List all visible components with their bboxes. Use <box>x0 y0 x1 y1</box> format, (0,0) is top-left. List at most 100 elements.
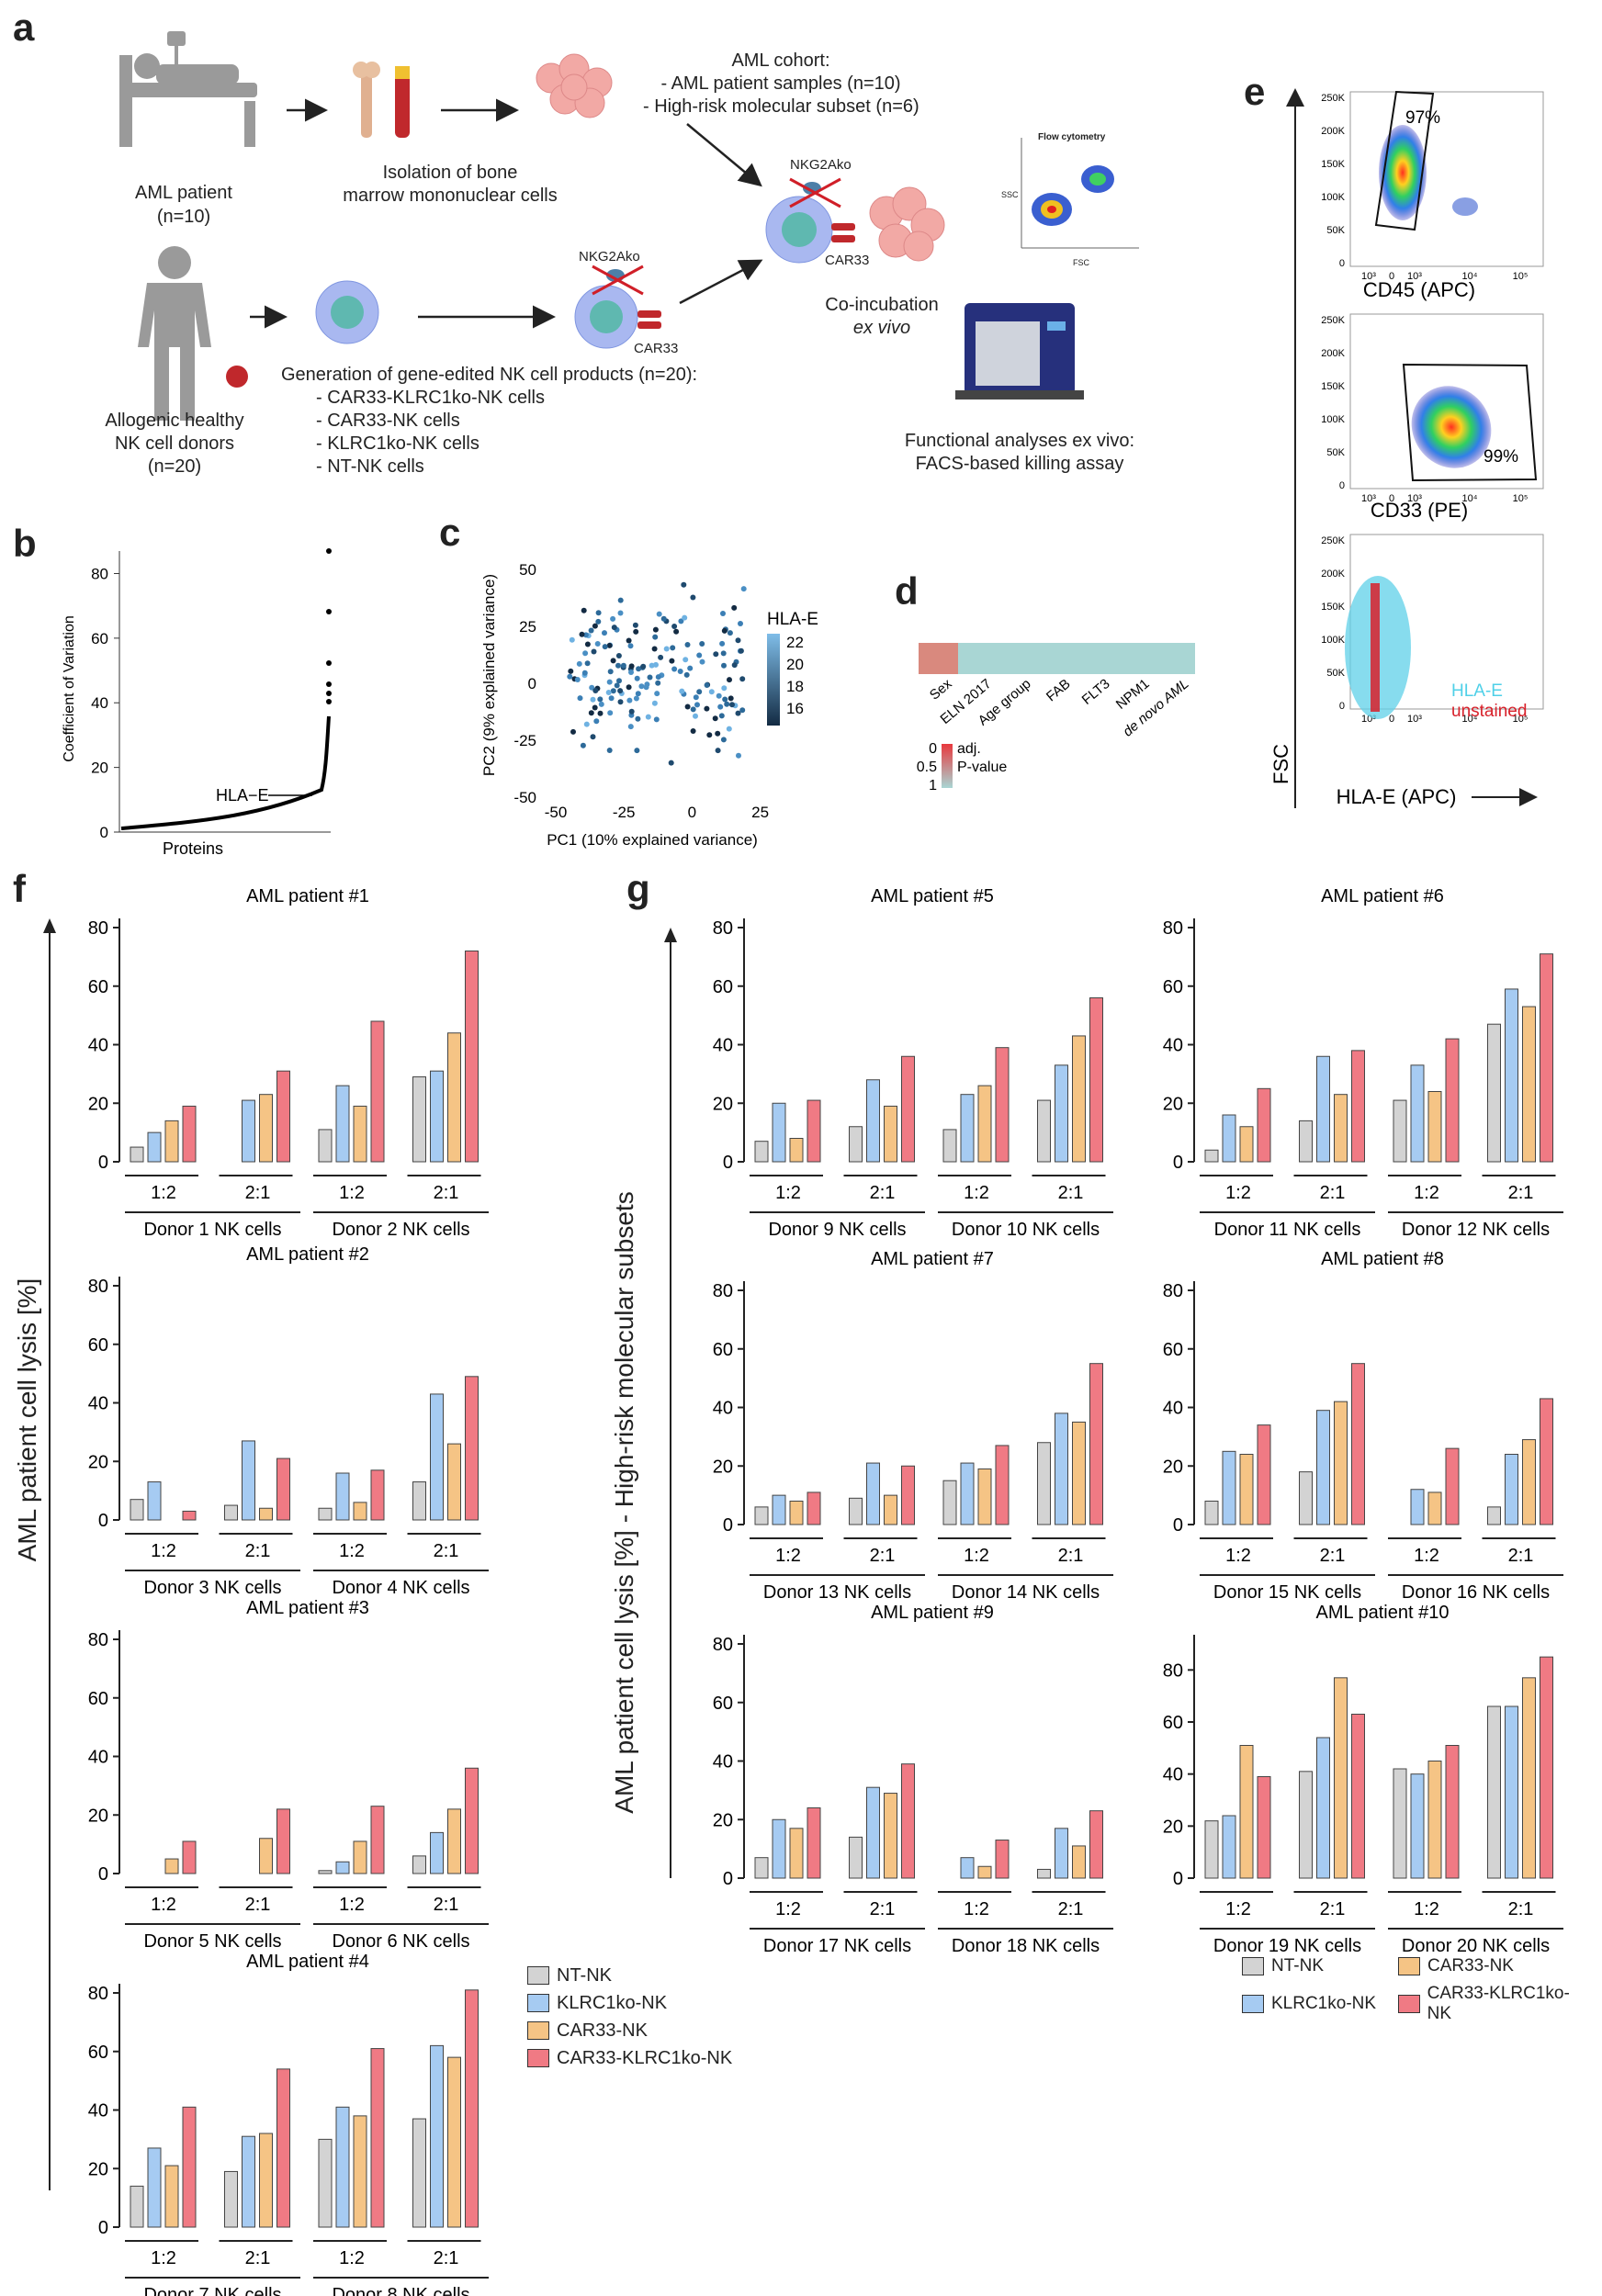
pca-point <box>577 695 583 702</box>
chart-ratio-label: 2:1 <box>434 1895 459 1915</box>
chart-ratio-label: 1:2 <box>1225 1546 1251 1566</box>
chart-bar <box>224 1504 238 1521</box>
pca-point <box>640 663 647 670</box>
chart-bar <box>849 1497 863 1525</box>
chart-bar <box>1239 1454 1254 1525</box>
chart-ratio-label: 2:1 <box>1508 1183 1534 1203</box>
chart-bar <box>772 1818 786 1879</box>
chart-ytick: 20 <box>1163 1094 1183 1114</box>
chart-bar <box>995 1840 1010 1879</box>
pca-point <box>671 666 678 672</box>
hla-e-xlabel: HLA-E (APC) <box>1337 785 1457 808</box>
heatmap-cell <box>1156 643 1195 674</box>
chart-bar <box>242 2135 255 2228</box>
lysis-bar-chart: AML patient #10 0 20 40 60 80 1:2 2:1 1:2 2:1 Dono… <box>1163 1603 1563 1956</box>
pca-point <box>617 688 624 694</box>
pvalue-tick-1: 0.5 <box>917 760 937 775</box>
pca-point <box>576 660 582 667</box>
chart-ytick: 80 <box>88 1630 108 1650</box>
chart-ratio-label: 1:2 <box>339 1541 365 1561</box>
pca-point <box>588 710 594 716</box>
pca-point <box>626 697 633 703</box>
legend-g-item-car33-klrc1: CAR33-KLRC1ko-NK <box>1398 1984 1591 2024</box>
pca-point <box>684 642 691 647</box>
chart-bar <box>1072 1845 1086 1879</box>
chart-bar <box>1393 1768 1407 1879</box>
flow-ytick: 200K <box>1321 568 1345 580</box>
pca-legend-tick: 16 <box>786 700 804 717</box>
unstained-legend: unstained <box>1451 702 1527 721</box>
cd33-xlabel: CD33 (PE) <box>1371 499 1468 522</box>
pca-point <box>708 689 715 695</box>
pca-point <box>594 641 601 647</box>
chart-ytick: 40 <box>88 2101 108 2122</box>
chart-bar <box>412 1076 426 1163</box>
pca-xtick: -50 <box>545 804 568 821</box>
pca-point <box>696 689 703 695</box>
pca-point <box>715 748 721 754</box>
pca-point <box>735 710 741 716</box>
e-ylabel: FSC <box>1269 744 1292 784</box>
flow-ytick: 150K <box>1321 159 1345 170</box>
pca-point <box>611 625 617 631</box>
pca-point <box>607 669 614 675</box>
pca-point <box>588 627 594 634</box>
legend-swatch <box>527 2049 549 2067</box>
pca-ytick: -50 <box>513 789 536 806</box>
flow-xtick: 10⁴ <box>1462 714 1478 725</box>
chart-bar <box>335 2106 350 2228</box>
functional-line1: Functional analyses ex vivo: <box>904 431 1135 451</box>
chart-title: AML patient #10 <box>1316 1603 1450 1623</box>
lysis-bar-chart: AML patient #3 0 20 40 60 80 1:2 2:1 1:2 2:1 Donor… <box>88 1598 489 1952</box>
chart-bar <box>1445 1745 1460 1879</box>
pca-point <box>605 690 612 695</box>
pca-point <box>620 662 626 669</box>
chart-ratio-label: 2:1 <box>434 2248 459 2268</box>
chart-bar <box>259 2133 273 2228</box>
panel-c-pca: -50 -25 0 25 50 25 0 -25 -50 PC1 (10% explained … <box>480 551 818 849</box>
pca-point <box>655 680 661 686</box>
pca-point <box>722 696 728 703</box>
chart-ytick: 60 <box>88 2043 108 2063</box>
flow-title: Flow cytometry <box>1038 132 1106 142</box>
flow-xtick: 10³ <box>1407 493 1422 504</box>
chart-bar <box>1505 988 1518 1163</box>
flow-xtick: 0 <box>1389 271 1394 282</box>
chart-bar <box>276 1070 290 1163</box>
chart-ratio-label: 1:2 <box>775 1183 801 1203</box>
pca-point <box>720 611 726 616</box>
chart-title: AML patient #1 <box>246 886 369 906</box>
chart-donor-label: Donor 4 NK cells <box>332 1578 469 1598</box>
pca-point <box>715 730 721 737</box>
chart-bar <box>1055 1828 1068 1879</box>
chart-bar <box>1072 1035 1086 1163</box>
chart-bar <box>335 1472 350 1521</box>
chart-ytick: 80 <box>713 1635 733 1655</box>
chart-ratio-label: 1:2 <box>1414 1183 1439 1203</box>
pca-point <box>738 621 743 626</box>
chart-bar <box>1055 1064 1068 1163</box>
pvalue-tick-0: 0 <box>929 741 937 757</box>
chart-ratio-label: 2:1 <box>1320 1899 1346 1919</box>
pca-point <box>704 705 710 712</box>
pca-xtick: -25 <box>613 804 636 821</box>
chart-bar <box>1257 1776 1271 1879</box>
pca-ytick: 25 <box>519 618 536 636</box>
pca-point <box>668 760 674 766</box>
chart-ytick: 80 <box>88 1277 108 1297</box>
flow-xtick: 10³ <box>1361 271 1376 282</box>
chart-bar <box>1487 1023 1501 1163</box>
pca-points <box>567 581 747 766</box>
pca-point <box>683 671 690 678</box>
flow-xtick: 10³ <box>1407 271 1422 282</box>
legend-label: NT-NK <box>1271 1956 1324 1975</box>
pca-ylabel: PC2 (9% explained variance) <box>480 574 498 776</box>
chart-title: AML patient #2 <box>246 1244 369 1265</box>
chart-ratio-label: 1:2 <box>964 1546 989 1566</box>
coincubation-label-2: ex vivo <box>852 318 911 338</box>
chart-ratio-label: 2:1 <box>870 1899 896 1919</box>
chart-bar <box>447 2056 461 2228</box>
flow-xtick: 0 <box>1389 714 1394 725</box>
pvalue-scale <box>942 744 953 788</box>
pca-point <box>636 666 642 672</box>
